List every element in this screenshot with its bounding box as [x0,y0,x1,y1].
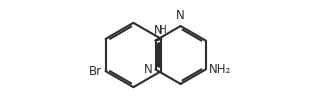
Text: H: H [159,25,167,35]
Text: Br: Br [89,65,102,78]
Text: NH₂: NH₂ [209,63,231,76]
Text: N: N [154,24,162,37]
Text: N: N [144,63,153,76]
Text: N: N [176,9,185,22]
